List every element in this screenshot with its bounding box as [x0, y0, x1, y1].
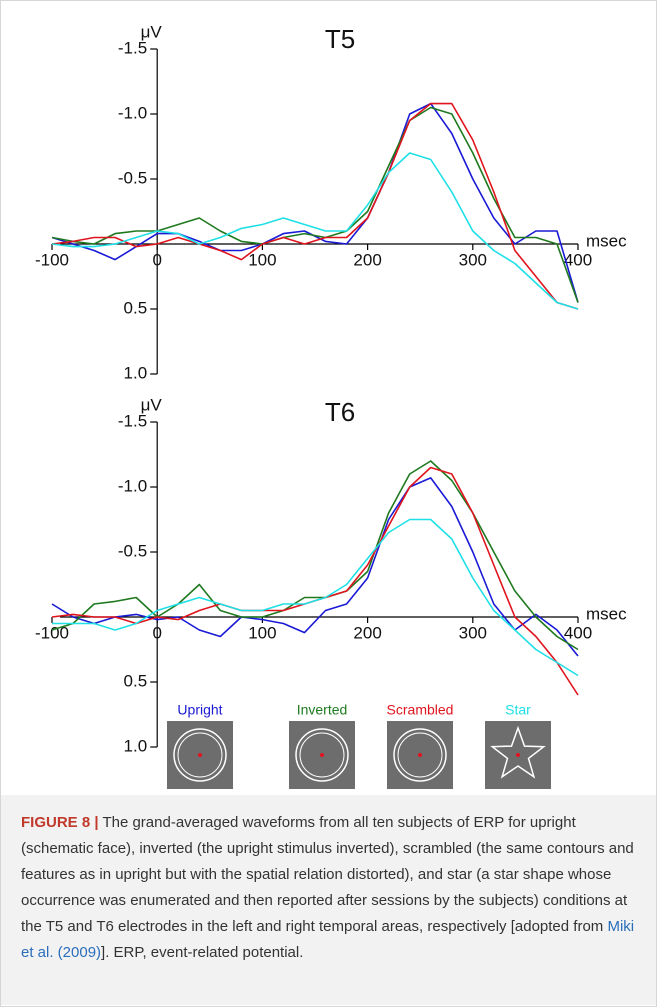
chart-area: T5 μV msec -1.5 -1.0 -0.5 0.5 1.0 -100 0 100 200 300…	[35, 22, 627, 789]
stimulus-ring-inner	[397, 732, 443, 778]
y-tick-label: 1.0	[124, 363, 148, 382]
stimulus-fixation	[516, 753, 520, 757]
caption: FIGURE 8 | The grand-averaged waveforms …	[1, 795, 656, 1005]
stimulus-fixation	[198, 753, 202, 757]
caption-text: The grand-averaged waveforms from all te…	[21, 814, 634, 935]
stimulus-image	[289, 721, 355, 789]
stimulus-ring	[173, 728, 227, 782]
x-tick-label: 0	[152, 623, 161, 642]
stimulus-ring	[295, 728, 349, 782]
series-line	[52, 518, 579, 677]
y-tick-label: -1.5	[118, 411, 147, 430]
x-axis-label: msec	[586, 604, 627, 623]
caption-link[interactable]: Miki et al. (2009)	[21, 918, 635, 961]
caption-text-end: ]. ERP, event-related potential.	[101, 944, 304, 961]
y-tick-label: -1.5	[118, 38, 147, 57]
stimulus-image	[387, 721, 453, 789]
series-line	[51, 102, 579, 303]
x-tick-label: 200	[353, 623, 381, 642]
x-tick-label: -100	[35, 623, 69, 642]
x-axis-label: msec	[586, 231, 627, 250]
stimulus-fixation	[320, 753, 324, 757]
x-tick-label: 300	[459, 623, 487, 642]
chart-title: T6	[325, 397, 355, 427]
y-tick-label: -1.0	[118, 103, 147, 122]
series-line	[51, 466, 579, 696]
legend-label: Star	[505, 702, 531, 718]
series-line	[51, 152, 579, 310]
stimulus-fixation	[418, 753, 422, 757]
y-tick-label: -0.5	[118, 168, 147, 187]
y-axis-label: μV	[141, 22, 163, 41]
series-line	[51, 106, 579, 303]
legend-label: Inverted	[297, 702, 348, 718]
stimulus-ring	[393, 728, 447, 782]
series-line	[51, 460, 579, 651]
y-tick-label: 1.0	[124, 736, 148, 755]
x-tick-label: -100	[35, 250, 69, 269]
stimulus-image	[167, 721, 233, 789]
x-tick-label: 0	[152, 250, 161, 269]
x-tick-label: 100	[248, 250, 276, 269]
y-axis-label: μV	[141, 395, 163, 414]
stimulus-star	[490, 725, 546, 779]
caption-label: FIGURE 8 |	[21, 814, 99, 831]
y-tick-label: -1.0	[118, 476, 147, 495]
stimulus-ring-inner	[299, 732, 345, 778]
legend-label: Scrambled	[387, 702, 454, 718]
chart-title: T5	[325, 24, 355, 54]
y-tick-label: 0.5	[124, 298, 148, 317]
y-tick-label: 0.5	[124, 671, 148, 690]
chart: T5 μV msec -1.5 -1.0 -0.5 0.5 1.0 -100 0 100 200 300…	[35, 22, 627, 382]
x-tick-label: 400	[564, 250, 592, 269]
stimulus-image	[485, 721, 551, 789]
x-tick-label: 100	[248, 623, 276, 642]
series-line	[51, 102, 579, 310]
legend-label: Upright	[177, 702, 222, 718]
series-line	[51, 477, 579, 657]
y-tick-label: -0.5	[118, 541, 147, 560]
x-tick-label: 200	[353, 250, 381, 269]
stimulus-ring-inner	[177, 732, 223, 778]
chart: T6 μV msec -1.5 -1.0 -0.5 0.5 1.0 -100 0 100 200 300…	[35, 395, 627, 789]
x-tick-label: 300	[459, 250, 487, 269]
x-tick-label: 400	[564, 623, 592, 642]
